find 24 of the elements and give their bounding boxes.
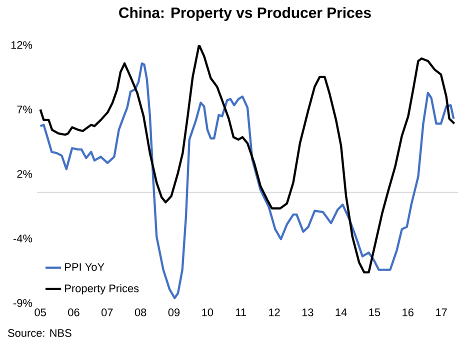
x-tick-label: 15	[369, 308, 380, 316]
chart-title: China: Property vs Producer Prices	[119, 7, 371, 21]
source-note: Source: NBS	[8, 329, 72, 337]
y-tick-label: 7%	[17, 106, 32, 114]
x-tick-label: 17	[436, 308, 447, 316]
y-tick-label: 2%	[17, 170, 32, 178]
x-tick-label: 05	[34, 308, 46, 316]
x-tick-label: 08	[134, 308, 146, 316]
y-tick-label: -4%	[13, 234, 32, 242]
x-tick-label: 12	[268, 308, 280, 316]
x-tick-label: 14	[336, 308, 347, 316]
legend-label: PPI YoY	[65, 263, 104, 271]
x-tick-label: 10	[202, 308, 214, 316]
y-tick-label: -9%	[13, 299, 32, 307]
x-tick-label: 13	[302, 308, 314, 316]
x-tick-label: 11	[236, 308, 246, 316]
x-tick-label: 07	[101, 308, 113, 316]
x-tick-label: 16	[402, 308, 414, 316]
x-tick-label: 09	[168, 308, 180, 316]
y-tick-label: 12%	[11, 41, 32, 49]
line-series	[39, 44, 456, 274]
legend-label: Property Prices	[65, 284, 139, 294]
x-tick-label: 06	[68, 308, 80, 316]
line-series	[39, 62, 455, 300]
